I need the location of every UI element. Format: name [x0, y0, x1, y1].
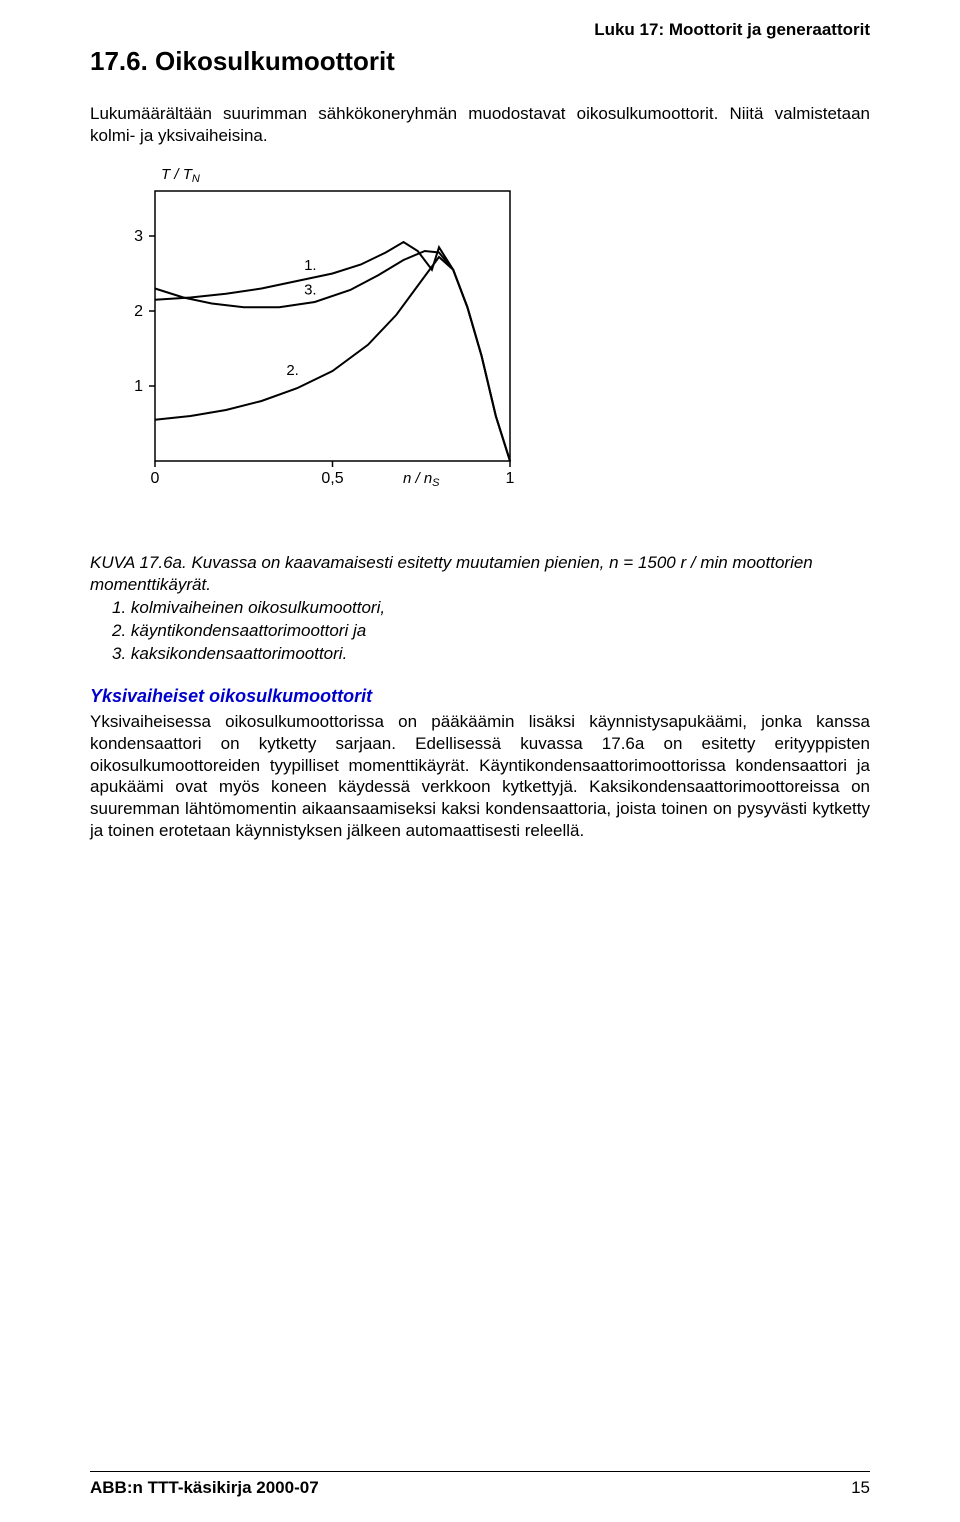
footer-page-number: 15	[851, 1478, 870, 1498]
svg-text:1.: 1.	[304, 256, 317, 273]
figure-caption: KUVA 17.6a. Kuvassa on kaavamaisesti esi…	[90, 552, 870, 667]
torque-speed-chart: T / TN 1 2 3 0 0,5 1 n / nS 1. 2. 3.	[90, 161, 530, 526]
page-footer: ABB:n TTT-käsikirja 2000-07 15	[90, 1471, 870, 1498]
svg-text:1: 1	[134, 378, 143, 395]
intro-paragraph: Lukumäärältään suurimman sähkökoneryhmän…	[90, 103, 870, 147]
chapter-header: Luku 17: Moottorit ja generaattorit	[594, 20, 870, 40]
svg-text:0,5: 0,5	[321, 470, 343, 487]
caption-list-item: kaksikondensaattorimoottori.	[112, 643, 870, 666]
svg-text:2: 2	[134, 303, 143, 320]
svg-text:2.: 2.	[286, 361, 299, 378]
svg-text:n / nS: n / nS	[403, 470, 440, 489]
caption-text: Kuvassa on kaavamaisesti esitetty muutam…	[90, 553, 813, 595]
section-title: 17.6. Oikosulkumoottorit	[90, 46, 870, 77]
svg-text:1: 1	[506, 470, 515, 487]
subsection-body: Yksivaiheisessa oikosulkumoottorissa on …	[90, 711, 870, 842]
caption-list-item: kolmivaiheinen oikosulkumoottori,	[112, 597, 870, 620]
svg-text:3.: 3.	[304, 281, 317, 298]
svg-text:0: 0	[151, 470, 160, 487]
svg-text:T / TN: T / TN	[161, 166, 200, 185]
svg-text:3: 3	[134, 228, 143, 245]
subsection-heading: Yksivaiheiset oikosulkumoottorit	[90, 686, 870, 707]
caption-list-item: käyntikondensaattorimoottori ja	[112, 620, 870, 643]
caption-prefix: KUVA 17.6a.	[90, 553, 187, 572]
footer-left: ABB:n TTT-käsikirja 2000-07	[90, 1478, 319, 1498]
